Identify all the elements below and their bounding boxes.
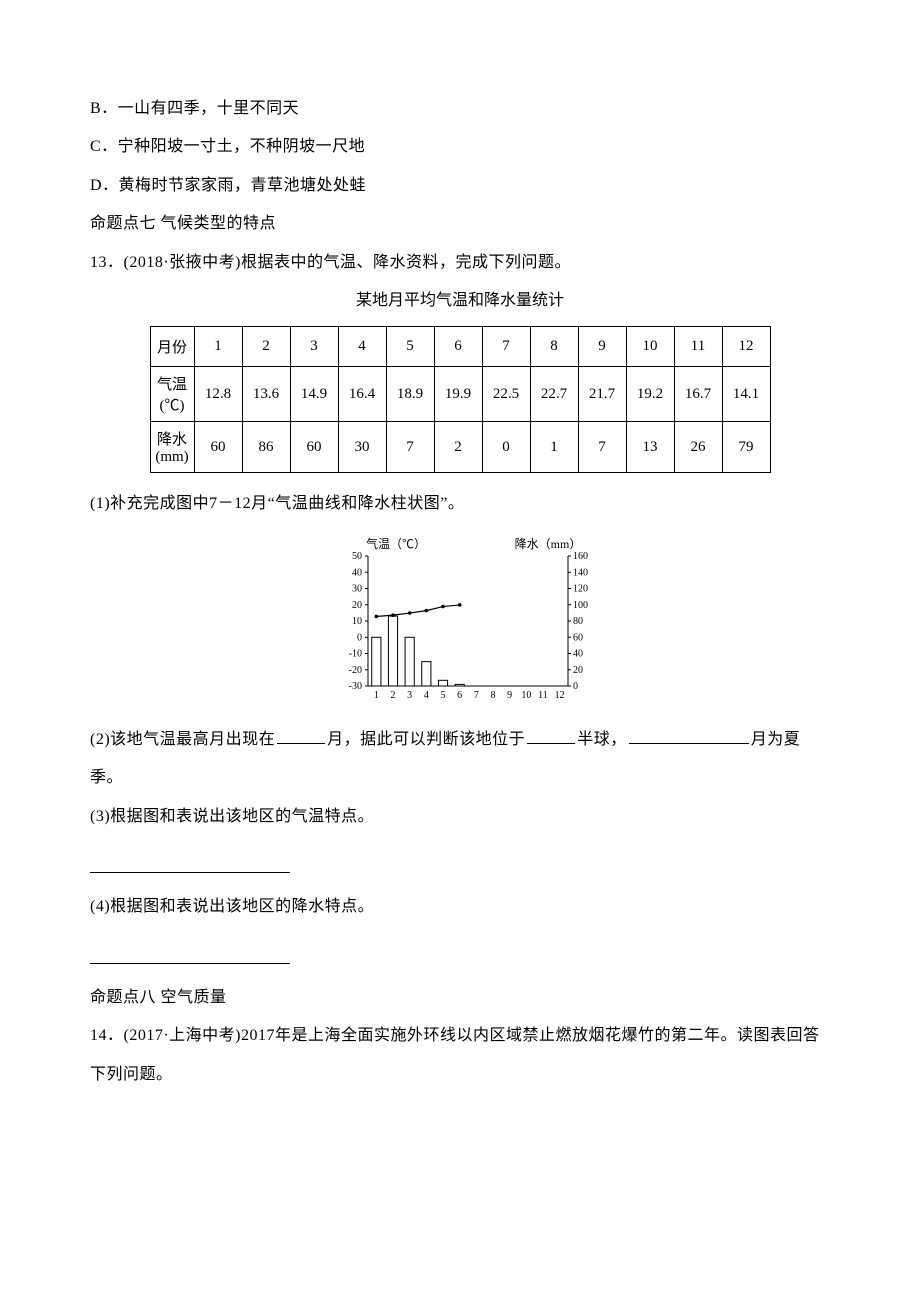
month-2: 2	[242, 327, 290, 367]
topic-7-heading: 命题点七 气候类型的特点	[90, 205, 830, 243]
svg-text:12: 12	[555, 690, 565, 701]
table-row-months: 月份 1 2 3 4 5 6 7 8 9 10 11 12	[150, 327, 770, 367]
climate-chart: 气温（℃） 降水（mm） -30 -20 -10 0 10 20 30 40 50 0 20 40 60 80…	[90, 534, 830, 719]
month-11: 11	[674, 327, 722, 367]
precip-1: 60	[194, 422, 242, 473]
svg-text:100: 100	[573, 599, 588, 610]
precip-3: 60	[290, 422, 338, 473]
q13-2-prefix: (2)该地气温最高月出现在	[90, 731, 275, 748]
q13-3-answer-line	[90, 858, 290, 873]
svg-text:4: 4	[424, 690, 429, 701]
svg-text:-30: -30	[349, 681, 362, 692]
temp-2: 13.6	[242, 367, 290, 422]
svg-text:10: 10	[521, 690, 531, 701]
blank-summer-months	[629, 728, 749, 743]
precip-7: 0	[482, 422, 530, 473]
temp-10: 19.2	[626, 367, 674, 422]
th-temp: 气温(℃)	[150, 367, 194, 422]
q13-4-answer-line	[90, 949, 290, 964]
month-12: 12	[722, 327, 770, 367]
svg-text:5: 5	[441, 690, 446, 701]
svg-text:11: 11	[538, 690, 548, 701]
temp-11: 16.7	[674, 367, 722, 422]
precip-4: 30	[338, 422, 386, 473]
svg-text:140: 140	[573, 567, 588, 578]
option-c: C．宁种阳坡一寸土，不种阴坡一尺地	[90, 128, 830, 166]
temp-4: 16.4	[338, 367, 386, 422]
svg-text:40: 40	[573, 648, 583, 659]
th-precip: 降水(mm)	[150, 422, 194, 473]
temp-7: 22.5	[482, 367, 530, 422]
svg-text:20: 20	[352, 599, 362, 610]
svg-text:3: 3	[407, 690, 412, 701]
precip-5: 7	[386, 422, 434, 473]
month-7: 7	[482, 327, 530, 367]
month-4: 4	[338, 327, 386, 367]
month-6: 6	[434, 327, 482, 367]
month-3: 3	[290, 327, 338, 367]
svg-text:20: 20	[573, 664, 583, 675]
precip-12: 79	[722, 422, 770, 473]
svg-text:8: 8	[491, 690, 496, 701]
month-5: 5	[386, 327, 434, 367]
precip-2: 86	[242, 422, 290, 473]
temp-12: 14.1	[722, 367, 770, 422]
climate-table: 月份 1 2 3 4 5 6 7 8 9 10 11 12 气温(℃) 12.8…	[150, 326, 771, 473]
month-8: 8	[530, 327, 578, 367]
temp-3: 14.9	[290, 367, 338, 422]
svg-text:1: 1	[374, 690, 379, 701]
temp-9: 21.7	[578, 367, 626, 422]
svg-text:6: 6	[457, 690, 462, 701]
th-month: 月份	[150, 327, 194, 367]
svg-text:10: 10	[352, 616, 362, 627]
blank-month	[277, 728, 325, 743]
month-1: 1	[194, 327, 242, 367]
q13-1: (1)补充完成图中7－12月“气温曲线和降水柱状图”。	[90, 485, 830, 523]
svg-text:40: 40	[352, 567, 362, 578]
q13-3: (3)根据图和表说出该地区的气温特点。	[90, 798, 830, 836]
temp-8: 22.7	[530, 367, 578, 422]
precip-11: 26	[674, 422, 722, 473]
q14-intro: 14．(2017·上海中考)2017年是上海全面实施外环线以内区域禁止燃放烟花爆…	[90, 1017, 830, 1094]
table-caption: 某地月平均气温和降水量统计	[90, 282, 830, 320]
option-b: B．一山有四季，十里不同天	[90, 90, 830, 128]
q13-2-mid2: 半球，	[577, 731, 627, 748]
temp-6: 19.9	[434, 367, 482, 422]
svg-text:80: 80	[573, 616, 583, 627]
precip-8: 1	[530, 422, 578, 473]
temp-5: 18.9	[386, 367, 434, 422]
svg-text:30: 30	[352, 583, 362, 594]
option-d: D．黄梅时节家家雨，青草池塘处处蛙	[90, 167, 830, 205]
q13-2-mid1: 月，据此可以判断该地位于	[327, 731, 525, 748]
svg-text:120: 120	[573, 583, 588, 594]
svg-text:-20: -20	[349, 664, 362, 675]
table-row-temp: 气温(℃) 12.8 13.6 14.9 16.4 18.9 19.9 22.5…	[150, 367, 770, 422]
q13-4: (4)根据图和表说出该地区的降水特点。	[90, 888, 830, 926]
svg-text:160: 160	[573, 551, 588, 562]
svg-text:60: 60	[573, 632, 583, 643]
svg-text:7: 7	[474, 690, 479, 701]
svg-text:0: 0	[573, 681, 578, 692]
precip-10: 13	[626, 422, 674, 473]
svg-text:气温（℃）: 气温（℃）	[366, 536, 426, 551]
table-row-precip: 降水(mm) 60 86 60 30 7 2 0 1 7 13 26 79	[150, 422, 770, 473]
blank-hemisphere	[527, 728, 575, 743]
q13-2: (2)该地气温最高月出现在月，据此可以判断该地位于半球，月为夏季。	[90, 721, 830, 798]
month-9: 9	[578, 327, 626, 367]
temp-1: 12.8	[194, 367, 242, 422]
svg-text:50: 50	[352, 551, 362, 562]
month-10: 10	[626, 327, 674, 367]
topic-8-heading: 命题点八 空气质量	[90, 979, 830, 1017]
svg-text:0: 0	[357, 632, 362, 643]
q13-intro: 13．(2018·张掖中考)根据表中的气温、降水资料，完成下列问题。	[90, 244, 830, 282]
svg-text:-10: -10	[349, 648, 362, 659]
svg-text:2: 2	[391, 690, 396, 701]
precip-9: 7	[578, 422, 626, 473]
svg-text:9: 9	[507, 690, 512, 701]
svg-text:降水（mm）: 降水（mm）	[515, 537, 582, 551]
precip-6: 2	[434, 422, 482, 473]
